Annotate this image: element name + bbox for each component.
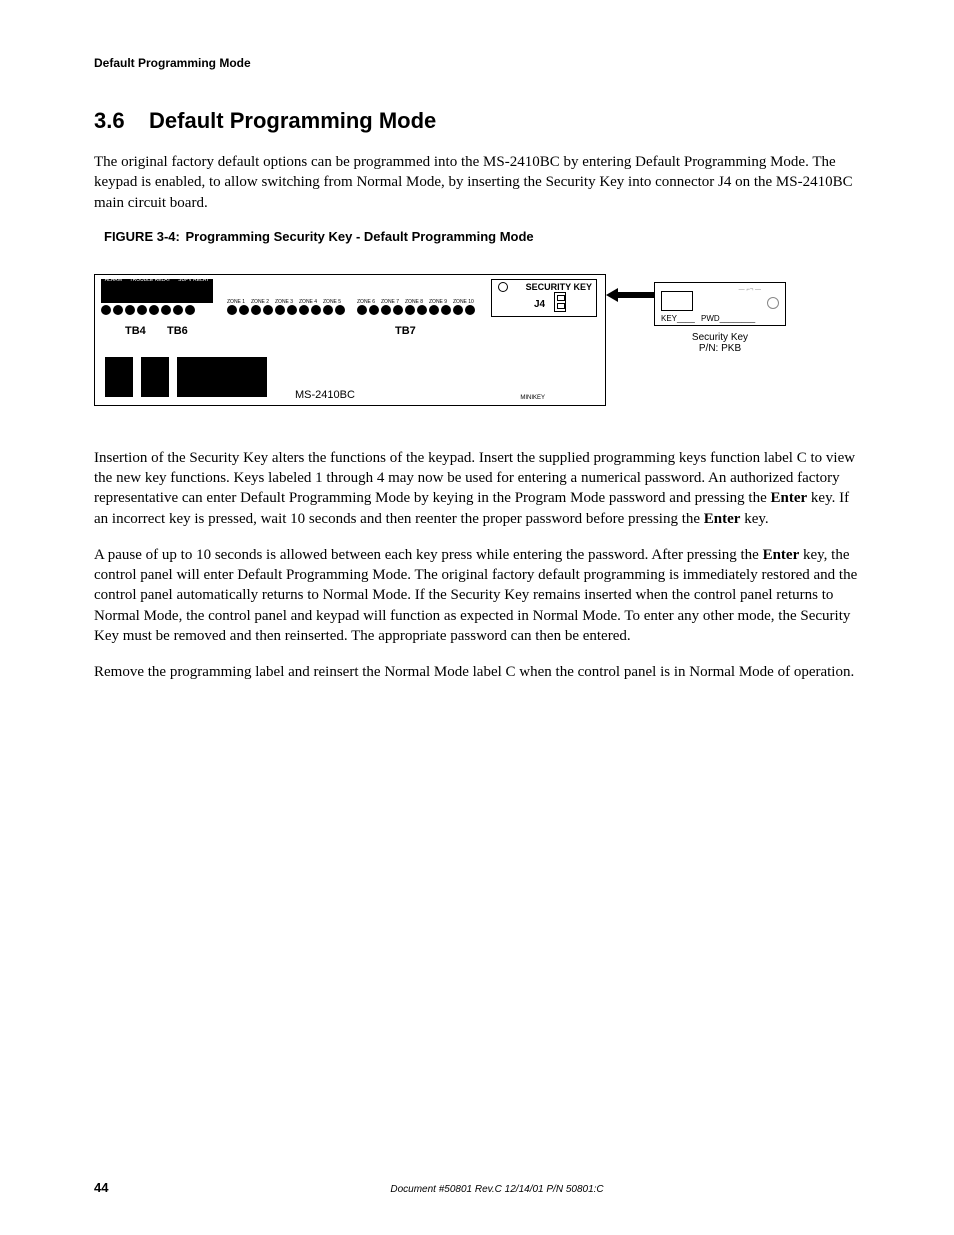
terminal-icon bbox=[381, 305, 391, 315]
doc-id-line: Document #50801 Rev.C 12/14/01 P/N 50801… bbox=[134, 1184, 860, 1195]
para-3: A pause of up to 10 seconds is allowed b… bbox=[94, 545, 860, 646]
enter-key-ref: Enter bbox=[704, 511, 741, 527]
terminal-icon bbox=[441, 305, 451, 315]
hole-icon bbox=[767, 297, 779, 309]
terminal-icon bbox=[429, 305, 439, 315]
j4-label: J4 bbox=[534, 299, 545, 310]
para-intro: The original factory default options can… bbox=[94, 152, 860, 213]
para-4: Remove the programming label and reinser… bbox=[94, 662, 860, 682]
terminal-row-tb6 bbox=[227, 305, 345, 319]
page-number: 44 bbox=[94, 1180, 134, 1195]
arrow-icon bbox=[606, 288, 654, 302]
terminal-icon bbox=[299, 305, 309, 315]
para-2: Insertion of the Security Key alters the… bbox=[94, 448, 860, 529]
terminal-icon bbox=[335, 305, 345, 315]
terminal-icon bbox=[185, 305, 195, 315]
connector-icon bbox=[554, 292, 566, 312]
chip-icon bbox=[105, 357, 133, 397]
led-icon bbox=[498, 282, 508, 292]
keycard-caption: Security Key P/N: PKB bbox=[654, 332, 786, 354]
board-model-label: MS-2410BC bbox=[295, 389, 355, 401]
terminal-icon bbox=[113, 305, 123, 315]
terminal-icon bbox=[125, 305, 135, 315]
terminal-icon bbox=[149, 305, 159, 315]
terminal-icon bbox=[453, 305, 463, 315]
minikey-label: MINIKEY bbox=[520, 395, 545, 401]
terminal-icon bbox=[251, 305, 261, 315]
figure-label: FIGURE 3-4: bbox=[104, 229, 180, 244]
tb7-label: TB7 bbox=[395, 325, 416, 337]
terminal-icon bbox=[173, 305, 183, 315]
page-footer: 44 Document #50801 Rev.C 12/14/01 P/N 50… bbox=[94, 1180, 860, 1195]
terminal-icon bbox=[287, 305, 297, 315]
terminal-icon bbox=[161, 305, 171, 315]
terminal-icon bbox=[275, 305, 285, 315]
terminal-icon bbox=[137, 305, 147, 315]
section-heading: 3.6 Default Programming Mode bbox=[94, 108, 860, 134]
terminal-row-tb7 bbox=[357, 305, 475, 319]
page: Default Programming Mode 3.6 Default Pro… bbox=[0, 0, 954, 1235]
figure-title: Programming Security Key - Default Progr… bbox=[185, 229, 533, 244]
running-header: Default Programming Mode bbox=[94, 56, 860, 70]
enter-key-ref: Enter bbox=[763, 547, 800, 563]
section-title-text: Default Programming Mode bbox=[149, 108, 436, 133]
figure-diagram: ALARM TROUBLE RELAY SUPV RELAY ZONE 1ZON… bbox=[94, 254, 794, 424]
terminal-icon bbox=[227, 305, 237, 315]
terminal-icon bbox=[465, 305, 475, 315]
keycard-top-text: — ⌐¬ — bbox=[739, 287, 761, 293]
security-key-card: — ⌐¬ — KEY____ PWD________ bbox=[654, 282, 786, 326]
terminal-icon bbox=[239, 305, 249, 315]
terminal-icon bbox=[369, 305, 379, 315]
terminal-icon bbox=[417, 305, 427, 315]
terminal-icon bbox=[357, 305, 367, 315]
relay-labels: ALARM TROUBLE RELAY SUPV RELAY bbox=[101, 277, 213, 283]
keycard-key-label: KEY____ bbox=[661, 314, 695, 323]
chip-icon bbox=[141, 357, 169, 397]
security-key-socket: SECURITY KEY J4 bbox=[491, 279, 597, 317]
terminal-icon bbox=[101, 305, 111, 315]
chip-icon bbox=[177, 357, 267, 397]
ic-chips bbox=[105, 357, 267, 397]
circuit-board: ALARM TROUBLE RELAY SUPV RELAY ZONE 1ZON… bbox=[94, 274, 606, 406]
terminal-icon bbox=[405, 305, 415, 315]
security-key-label: SECURITY KEY bbox=[526, 282, 592, 292]
terminal-icon bbox=[393, 305, 403, 315]
section-number: 3.6 bbox=[94, 108, 125, 133]
plug-icon bbox=[661, 291, 693, 311]
terminal-icon bbox=[323, 305, 333, 315]
keycard-pwd-label: PWD________ bbox=[701, 314, 755, 323]
terminal-row-tb4 bbox=[101, 305, 195, 319]
tb6-label: TB6 bbox=[167, 325, 188, 337]
terminal-icon bbox=[311, 305, 321, 315]
enter-key-ref: Enter bbox=[771, 490, 808, 506]
terminal-icon bbox=[263, 305, 273, 315]
figure-caption: FIGURE 3-4: Programming Security Key - D… bbox=[104, 229, 860, 244]
tb4-label: TB4 bbox=[125, 325, 146, 337]
